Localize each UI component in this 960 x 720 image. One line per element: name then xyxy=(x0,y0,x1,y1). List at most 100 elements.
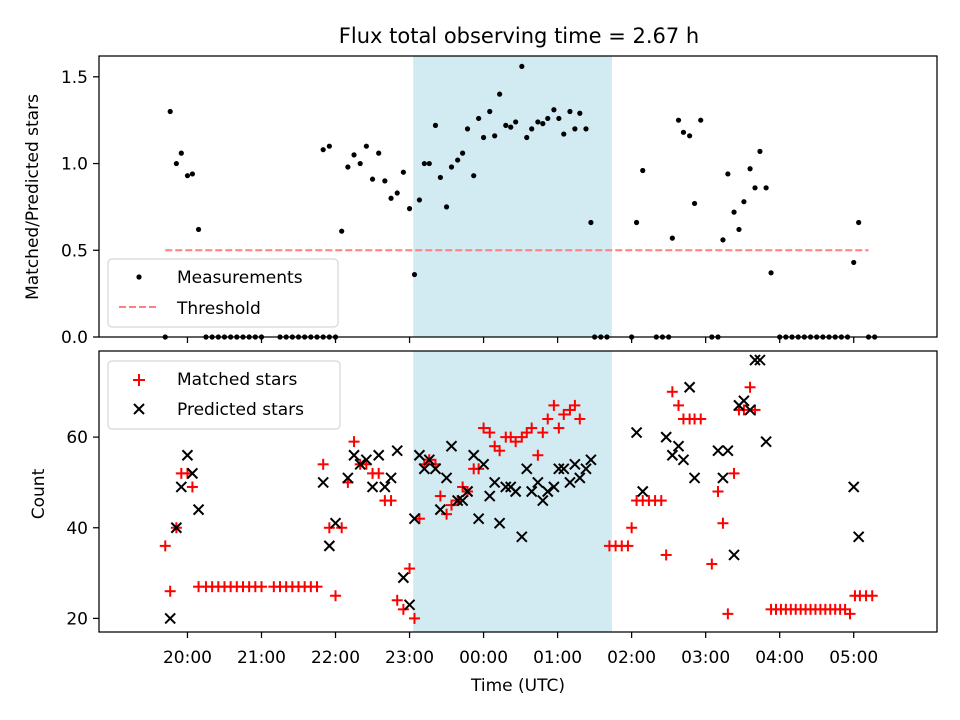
matched-star-point xyxy=(548,399,560,411)
measurement-point xyxy=(357,160,363,167)
predicted-star-point xyxy=(569,458,581,471)
matched-star-point xyxy=(330,590,342,602)
predicted-star-point xyxy=(558,463,570,475)
predicted-star-point xyxy=(181,449,194,461)
matched-star-point xyxy=(311,581,323,593)
legend-matched-marker xyxy=(133,374,145,386)
predicted-star-point xyxy=(537,494,549,507)
legend-measurements-marker xyxy=(136,274,142,280)
measurement-point xyxy=(768,270,774,276)
matched-star-point xyxy=(348,436,360,448)
predicted-star-point xyxy=(467,449,480,461)
measurement-point xyxy=(572,126,578,132)
measurement-point xyxy=(487,108,493,115)
measurement-point xyxy=(551,107,557,113)
predicted-star-point xyxy=(317,476,329,489)
measurement-point xyxy=(519,63,525,70)
measurement-point xyxy=(460,150,466,156)
measurement-point xyxy=(464,126,471,132)
top-x-ticks xyxy=(186,337,855,343)
x-tick-label: 20:00 xyxy=(163,648,212,668)
matched-star-point xyxy=(404,563,416,575)
legend-predicted-label: Predicted stars xyxy=(177,400,304,420)
shaded-interval-rect xyxy=(413,56,612,337)
bottom-y-ticks: 20 40 60 xyxy=(66,428,99,629)
matched-star-point xyxy=(408,612,420,624)
matched-star-point xyxy=(484,427,496,439)
predicted-star-point xyxy=(580,463,592,475)
measurement-point xyxy=(195,226,202,233)
measurement-point xyxy=(421,160,427,167)
measurement-point xyxy=(577,110,583,116)
matched-star-point xyxy=(323,522,335,534)
top-shaded-interval xyxy=(413,56,612,337)
measurement-point xyxy=(443,204,450,210)
predicted-star-point xyxy=(488,476,501,489)
predicted-star-point xyxy=(728,549,740,561)
measurement-point xyxy=(736,226,742,233)
predicted-star-point xyxy=(744,404,756,416)
measurement-point xyxy=(400,169,406,175)
chart-title: Flux total observing time = 2.67 h xyxy=(339,24,699,48)
matched-star-point xyxy=(532,449,544,461)
predicted-star-point xyxy=(521,463,533,475)
predicted-star-point xyxy=(192,503,205,516)
predicted-star-point xyxy=(754,354,766,366)
measurement-point xyxy=(851,259,857,266)
measurement-point xyxy=(763,185,769,191)
measurement-point xyxy=(691,200,698,207)
measurement-point xyxy=(535,119,541,125)
measurement-point xyxy=(529,126,535,132)
predicted-star-point xyxy=(429,463,442,475)
measurement-point xyxy=(376,150,382,156)
matched-star-point xyxy=(434,490,446,502)
measurement-point xyxy=(394,190,400,196)
predicted-star-point xyxy=(548,481,560,493)
matched-star-point xyxy=(673,399,685,411)
measurement-point xyxy=(556,115,562,122)
bottom-panel: 20 40 60 20:00 21:00 22:00 23:00 00:00 01:00 02:… xyxy=(29,350,938,696)
measurement-point xyxy=(411,271,418,278)
predicted-star-point xyxy=(672,440,685,452)
top-panel: 0.0 0.5 1.0 1.5 Matched/Predicted stars Mea… xyxy=(23,55,938,348)
predicted-star-point xyxy=(553,463,565,475)
matched-star-point xyxy=(441,508,453,520)
legend-threshold-label: Threshold xyxy=(176,299,261,319)
matched-star-point xyxy=(385,495,397,507)
measurement-point xyxy=(426,160,432,167)
measurement-point xyxy=(583,126,589,132)
measurement-point xyxy=(633,219,640,226)
x-tick-label: 21:00 xyxy=(237,648,286,668)
predicted-star-point xyxy=(366,481,379,493)
measurement-point xyxy=(476,115,482,122)
bottom-y-axis-label: Count xyxy=(29,468,49,519)
x-tick-label: 05:00 xyxy=(829,648,878,668)
predicted-star-point xyxy=(688,472,701,484)
matched-star-point xyxy=(186,481,198,493)
matched-star-point xyxy=(526,422,538,434)
top-y-ticks: 0.0 0.5 1.0 1.5 xyxy=(61,68,99,348)
predicted-star-point xyxy=(342,472,354,484)
matched-star-point xyxy=(445,499,457,511)
predicted-star-point xyxy=(348,449,360,461)
measurement-point xyxy=(567,108,573,115)
bottom-shaded-interval xyxy=(413,351,612,632)
predicted-star-point xyxy=(516,531,528,543)
x-tick-label: 01:00 xyxy=(533,648,582,668)
predicted-star-point xyxy=(440,472,453,484)
measurement-point xyxy=(680,129,687,135)
measurement-point xyxy=(725,171,731,177)
measurement-point xyxy=(669,235,675,241)
x-tick-label: 22:00 xyxy=(311,648,360,668)
x-tick-label: 02:00 xyxy=(607,648,656,668)
predicted-star-point xyxy=(472,512,485,525)
measurement-point xyxy=(757,148,763,155)
predicted-star-point xyxy=(186,467,199,480)
measurement-point xyxy=(471,173,477,179)
measurement-point xyxy=(432,122,439,128)
predicted-star-point xyxy=(329,517,342,529)
matched-star-point xyxy=(574,413,586,425)
predicted-star-point xyxy=(360,454,373,466)
measurement-point xyxy=(448,164,455,170)
predicted-star-point xyxy=(164,612,176,625)
